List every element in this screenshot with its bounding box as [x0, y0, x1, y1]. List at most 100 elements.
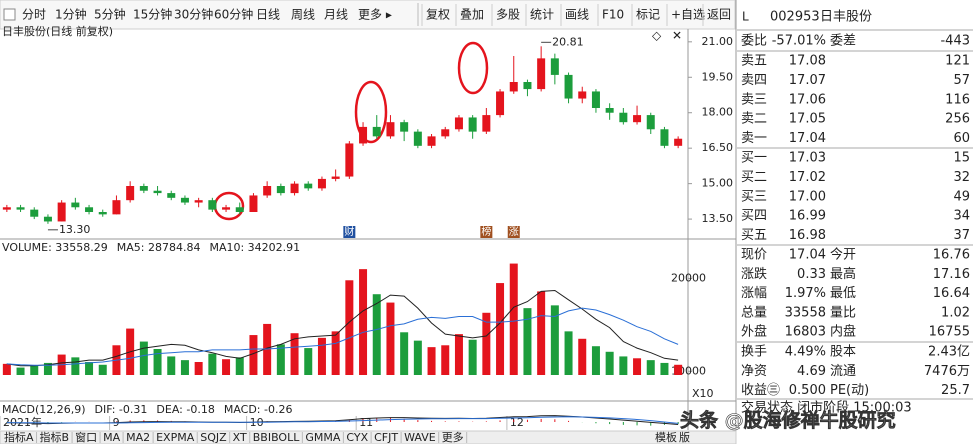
- tool-button[interactable]: F10: [602, 8, 624, 22]
- volume-bar: [30, 365, 39, 375]
- tool-button[interactable]: 复权: [426, 8, 450, 22]
- indicator-tab[interactable]: GMMA: [305, 431, 341, 444]
- quote-value: 1.97%: [785, 286, 826, 301]
- period-tab[interactable]: 分时: [22, 8, 46, 22]
- book-price: 17.05: [789, 112, 826, 127]
- indicator-tab[interactable]: MA2: [126, 431, 150, 444]
- candle-body: [550, 58, 559, 75]
- y-tick-label: 18.00: [702, 106, 734, 119]
- quote-label: 最低: [830, 286, 856, 301]
- period-tab[interactable]: 周线: [291, 8, 315, 22]
- indicator-tab[interactable]: 更多: [442, 430, 464, 444]
- quote-label: 今开: [830, 247, 856, 263]
- candle-body: [578, 91, 587, 99]
- toolbar: [0, 0, 736, 30]
- quote-label: 收益㊂: [741, 383, 780, 398]
- volume-bar: [345, 280, 354, 375]
- event-tag-box[interactable]: [507, 226, 520, 238]
- book-volume: 60: [953, 131, 970, 146]
- event-tag[interactable]: 财: [344, 225, 354, 238]
- book-price: 17.07: [789, 73, 826, 88]
- indicator-tab[interactable]: BBIBOLL: [253, 431, 300, 444]
- candle-body: [646, 115, 655, 130]
- period-tab[interactable]: 30分钟: [174, 7, 213, 22]
- tool-button[interactable]: 多股: [496, 8, 520, 22]
- y-tick-label: 15.00: [702, 177, 734, 190]
- book-price: 17.04: [789, 131, 826, 146]
- period-tab[interactable]: 1分钟: [55, 7, 87, 22]
- indicator-tab[interactable]: WAVE: [404, 431, 436, 444]
- volume-bar: [660, 362, 669, 375]
- event-tag[interactable]: 榜: [481, 225, 491, 238]
- volume-bar: [427, 347, 436, 375]
- indicator-header: MACD: -0.26: [224, 403, 293, 416]
- book-price: 17.06: [789, 92, 826, 107]
- volume-bar: [400, 332, 409, 375]
- period-tab[interactable]: 5分钟: [94, 7, 126, 22]
- close-icon[interactable]: ✕: [672, 29, 682, 43]
- quote-value: 7476万: [924, 364, 970, 379]
- volume-bar: [153, 349, 162, 375]
- volume-bar: [482, 312, 491, 375]
- volume-bar: [304, 348, 313, 375]
- quote-value: 33558: [785, 305, 826, 320]
- volume-bar: [98, 364, 107, 375]
- candle-body: [126, 186, 135, 201]
- tool-button[interactable]: 返回: [707, 8, 731, 22]
- tool-button[interactable]: +自选: [671, 8, 705, 22]
- indicator-tab[interactable]: XT: [233, 431, 247, 444]
- quote-label: 外盘: [741, 324, 767, 340]
- candle-body: [263, 186, 272, 196]
- quote-value: 1.02: [941, 305, 970, 320]
- candle-body: [180, 197, 189, 203]
- volume-bar: [468, 339, 477, 375]
- toolbar-icon[interactable]: [3, 8, 16, 21]
- period-tab[interactable]: 日线: [256, 8, 280, 22]
- quote-label: 现价: [741, 248, 767, 263]
- volume-bar: [550, 305, 559, 375]
- period-tab[interactable]: 更多 ▸: [358, 8, 392, 22]
- indicator-tab[interactable]: CYX: [346, 431, 368, 444]
- indicator-tab[interactable]: SQJZ: [200, 431, 227, 444]
- candle-body: [139, 186, 148, 191]
- tool-button[interactable]: 叠加: [460, 8, 484, 22]
- quote-value: 25.7: [941, 383, 970, 398]
- axis-unit: X10: [692, 387, 714, 400]
- quote-value: -443: [940, 34, 970, 49]
- indicator-tab[interactable]: MA: [103, 431, 120, 444]
- window-tab[interactable]: 模板: [655, 430, 677, 444]
- tool-button[interactable]: 画线: [565, 8, 589, 22]
- event-tag[interactable]: 涨: [509, 226, 519, 238]
- candle-body: [249, 195, 258, 212]
- period-tab[interactable]: 15分钟: [133, 7, 172, 22]
- quote-value: 0.500: [789, 383, 826, 398]
- x-tick-label: 12: [510, 416, 524, 429]
- tool-button[interactable]: 统计: [530, 8, 554, 22]
- window-tab[interactable]: 版: [679, 430, 690, 444]
- tool-button[interactable]: 标记: [636, 8, 660, 22]
- x-tick-label: 2021年: [3, 415, 42, 429]
- book-label: 买一: [741, 151, 767, 166]
- volume-bar: [413, 340, 422, 375]
- indicator-tab[interactable]: 窗口: [75, 430, 97, 444]
- indicator-header: DEA: -0.18: [156, 403, 214, 416]
- indicator-tab[interactable]: EXPMA: [156, 431, 195, 444]
- candle-body: [16, 207, 25, 210]
- indicator-tab[interactable]: CFJT: [374, 431, 398, 444]
- indicator-tab[interactable]: 指标A: [4, 430, 34, 444]
- quote-label: 总量: [741, 305, 767, 320]
- quote-label: 换手: [741, 345, 767, 360]
- period-tab[interactable]: 60分钟: [214, 7, 253, 22]
- candle-body: [167, 193, 176, 198]
- event-tag-box[interactable]: [480, 226, 493, 238]
- book-volume: 34: [953, 209, 970, 224]
- quote-value: -57.01%: [772, 34, 826, 49]
- volume-bar: [372, 294, 381, 375]
- indicator-tab[interactable]: 指标B: [40, 430, 70, 444]
- event-tag-box[interactable]: [343, 226, 356, 238]
- window-icon[interactable]: ◇: [652, 29, 662, 43]
- candle-body: [660, 129, 669, 146]
- period-tab[interactable]: 月线: [324, 8, 348, 22]
- book-label: 卖二: [741, 112, 767, 127]
- quote-label: 净资: [741, 364, 767, 379]
